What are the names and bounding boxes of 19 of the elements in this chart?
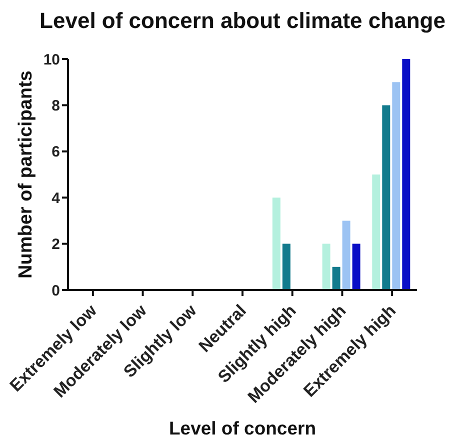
bar <box>352 244 360 290</box>
y-tick-label: 0 <box>52 282 60 300</box>
y-tick-label: 8 <box>52 98 60 115</box>
bar <box>372 174 380 290</box>
bar <box>272 198 280 290</box>
y-tick-label: 2 <box>52 236 60 254</box>
y-tick-label: 6 <box>52 144 60 161</box>
bar <box>382 105 390 290</box>
chart-title: Level of concern about climate change <box>38 8 446 34</box>
y-axis-title: Number of participants <box>16 70 36 278</box>
bar <box>282 244 290 290</box>
bar <box>322 244 330 290</box>
y-tick-label: 10 <box>43 51 60 68</box>
bar <box>332 266 340 290</box>
x-axis-title: Level of concern <box>168 418 316 438</box>
y-tick-label: 4 <box>52 190 61 207</box>
bar <box>402 59 410 290</box>
bar <box>342 220 350 290</box>
bar <box>392 82 400 290</box>
